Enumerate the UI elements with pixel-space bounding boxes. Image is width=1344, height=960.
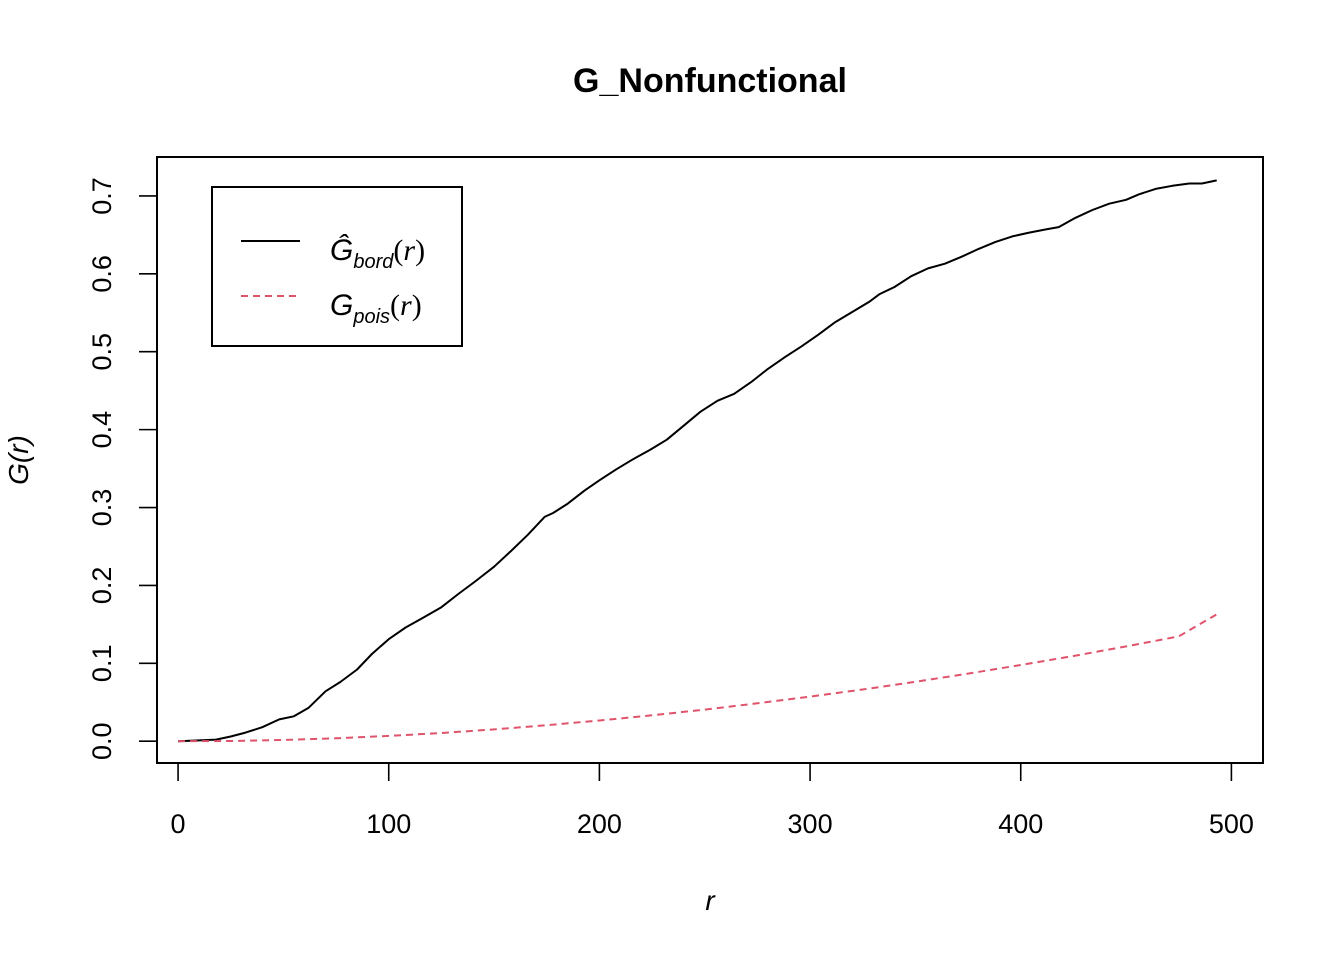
y-tick-label: 0.1 [87,645,117,683]
y-tick-label: 0.7 [87,177,117,215]
y-tick-label: 0.6 [87,255,117,293]
x-tick-label: 300 [788,809,833,839]
x-tick-label: 500 [1209,809,1254,839]
legend-box [211,186,463,347]
legend-label-bord: Ĝbord(r) [330,233,425,273]
legend-label-pois: Gpois(r) [330,289,422,328]
x-axis: 0 100 200 300 400 500 [171,762,1254,839]
x-axis-label: r [705,885,716,916]
y-tick-label: 0.5 [87,333,117,371]
series-line-bord [178,179,1217,743]
x-tick-label: 100 [366,809,411,839]
y-axis: 0.0 0.1 0.2 0.3 0.4 0.5 0.6 0.7 [87,177,158,760]
y-tick-label: 0.0 [87,722,117,760]
series-line-pois [178,613,1218,743]
y-axis-label: G(r) [3,435,34,485]
series-layer [178,179,1218,743]
x-tick-label: 400 [998,809,1043,839]
y-tick-label: 0.3 [87,489,117,527]
legend: Ĝbord(r) Gpois(r) [211,186,463,347]
x-tick-label: 200 [577,809,622,839]
y-tick-label: 0.4 [87,411,117,449]
x-tick-label: 0 [171,809,186,839]
chart-title: G_Nonfunctional [573,62,847,100]
y-tick-label: 0.2 [87,567,117,605]
